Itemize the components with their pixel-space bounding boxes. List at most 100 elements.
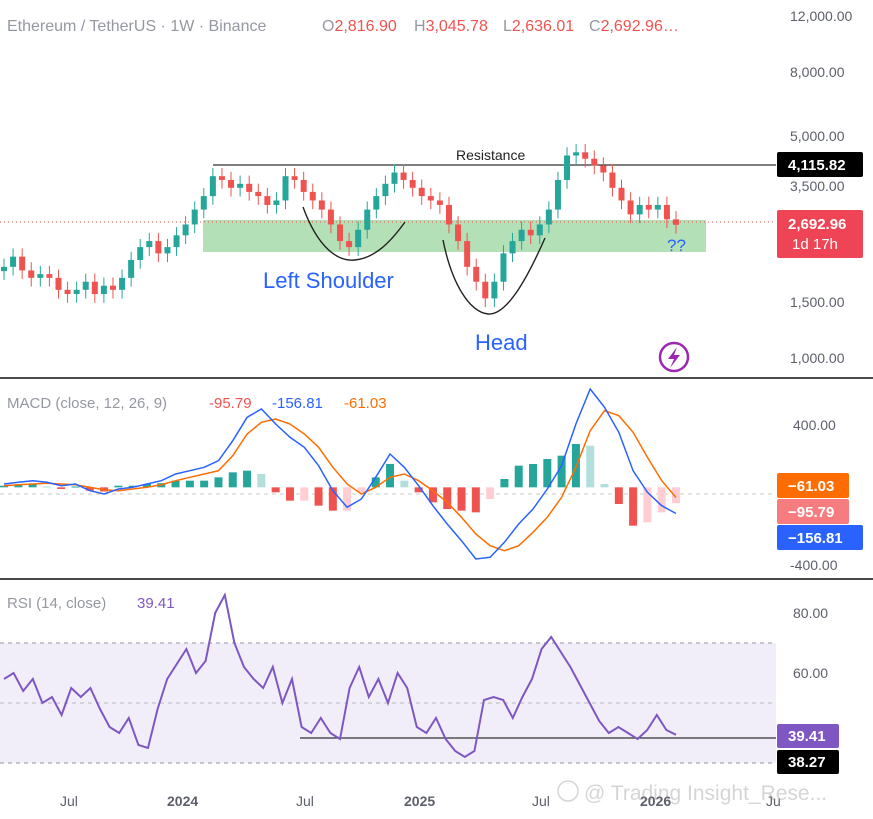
macd-histogram <box>0 444 680 526</box>
candle-body <box>636 204 643 215</box>
macd-hist-bar <box>343 487 352 511</box>
candle-body <box>618 187 625 201</box>
candle-body <box>128 259 135 278</box>
macd-hist-bar <box>614 487 623 504</box>
macd-hist-bar <box>586 445 595 488</box>
last-price-tag <box>777 210 863 258</box>
macd-hist-bar <box>486 487 495 499</box>
macd-hist-bar <box>257 474 266 488</box>
macd-tick: -400.00 <box>790 557 838 573</box>
price-tick: 12,000.00 <box>790 8 852 24</box>
macd-hist-bar <box>271 487 280 493</box>
signal-tag <box>777 473 849 498</box>
candle-body <box>1 266 7 272</box>
macd-hist-bar <box>228 472 237 488</box>
candle-body <box>137 247 144 260</box>
candle-body <box>400 172 407 180</box>
candle-body <box>228 179 235 188</box>
lightning-icon[interactable] <box>658 341 690 373</box>
time-tick: Jul <box>296 793 314 809</box>
candle-body <box>327 209 334 225</box>
time-tick: Jul <box>60 793 78 809</box>
macd-hist-bar <box>457 487 466 511</box>
candle-body <box>318 200 325 210</box>
time-tick: 2024 <box>167 793 198 809</box>
candle-body <box>482 281 489 299</box>
candle-body <box>364 209 371 230</box>
macd-hist-bar <box>557 455 566 488</box>
macd-hist-bar <box>171 480 180 488</box>
candle-body <box>73 289 80 295</box>
macd-hist-bar <box>42 486 51 488</box>
macd-hist-bar <box>471 487 480 513</box>
rsi-tick: 80.00 <box>793 605 828 621</box>
candle-body <box>536 224 543 236</box>
time-tick: Ju <box>766 793 781 809</box>
macd-tick: 400.00 <box>793 417 836 433</box>
macd-hist-value: -95.79 <box>209 395 252 412</box>
candle-body <box>209 176 216 197</box>
close-value: 2,692.96… <box>601 18 679 35</box>
candle-body <box>409 179 416 188</box>
candle-body <box>391 172 398 184</box>
macd-hist-bar <box>600 484 609 488</box>
candle-body <box>373 196 380 210</box>
candle-body <box>64 289 71 295</box>
candle-body <box>173 235 180 248</box>
macd-pane[interactable]: MACD (close, 12, 26, 9) -95.79 -156.81 -… <box>0 387 863 573</box>
rsi-tag-text: 39.41 <box>788 728 826 745</box>
open-value: 2,816.90 <box>334 18 396 35</box>
macd-hist-bar <box>357 487 366 493</box>
hist-tag-text: −95.79 <box>788 504 834 521</box>
macd-hist-bar <box>328 487 337 511</box>
macd-hist-bar <box>200 480 209 488</box>
candle-body <box>545 209 552 225</box>
candle-body <box>218 176 225 180</box>
candle-body <box>246 183 253 192</box>
candle-body <box>37 274 44 278</box>
low-value: 2,636.01 <box>512 18 574 35</box>
macd-hist-bar <box>672 487 680 504</box>
macd-hist-bar <box>71 486 80 488</box>
price-tick: 1,500.00 <box>790 294 845 310</box>
rsi-pane[interactable]: RSI (14, close) 39.41 80.00 60.00 39.41 … <box>0 592 839 774</box>
macd-hist-bar <box>28 484 37 488</box>
macd-hist-bar <box>514 465 523 488</box>
high-value: 3,045.78 <box>426 18 488 35</box>
rsi-line-tag-text: 38.27 <box>788 754 826 771</box>
resistance-tag <box>777 152 863 177</box>
candle-body <box>355 229 362 248</box>
candle-body <box>273 200 280 205</box>
candle-body <box>191 209 198 225</box>
macd-hist-bar <box>543 459 552 488</box>
watermark: @ Trading Insight_Rese... <box>557 780 827 805</box>
candle-body <box>518 229 525 242</box>
resistance-label: Resistance <box>456 147 525 163</box>
candle-body <box>554 179 561 210</box>
rsi-tick: 60.00 <box>793 665 828 681</box>
macd-hist-bar <box>414 487 423 493</box>
candle-body <box>382 183 389 197</box>
candle-body <box>464 241 471 267</box>
candle-body <box>255 191 262 197</box>
candle-body <box>346 241 353 248</box>
time-axis[interactable]: Jul 2024 Jul 2025 Jul 2026 Ju <box>60 793 781 809</box>
price-pane[interactable]: Resistance Left Shoulder Head ?? Ethereu… <box>0 8 863 373</box>
macd-tag-text: −156.81 <box>788 530 843 547</box>
candles <box>1 144 679 308</box>
candle-body <box>627 200 634 215</box>
macd-hist-bar <box>529 464 538 488</box>
countdown-text: 1d 17h <box>792 236 838 253</box>
macd-hist-bar <box>643 487 652 523</box>
macd-hist-bar <box>214 477 223 488</box>
candle-body <box>19 256 26 271</box>
candle-body <box>91 281 98 295</box>
support-zone <box>203 220 706 252</box>
candle-body <box>473 266 480 282</box>
macd-hist-bar <box>657 487 666 513</box>
question-label: ?? <box>667 236 686 255</box>
macd-hist-bar <box>300 487 309 501</box>
hist-tag <box>777 499 849 524</box>
